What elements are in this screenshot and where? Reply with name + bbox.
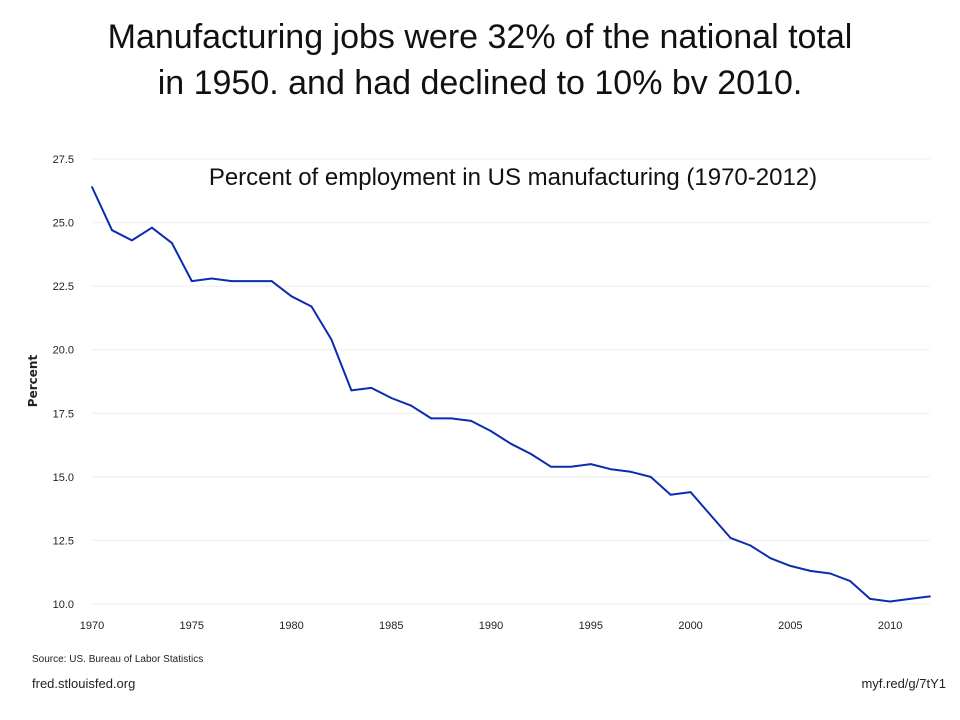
series-line [91, 186, 931, 603]
x-tick-label: 1990 [479, 620, 503, 632]
data-point [270, 280, 273, 282]
data-point [450, 417, 453, 420]
data-point [729, 536, 732, 539]
y-axis-ticks: 10.0 12.5 15.0 17.5 20.0 22.5 25.0 27.5 [53, 154, 74, 611]
data-point [789, 564, 792, 567]
data-point [629, 470, 632, 473]
data-point [290, 295, 293, 298]
chart-title: Percent of employment in US manufacturin… [209, 164, 817, 191]
data-point [809, 570, 812, 572]
gridlines [92, 158, 930, 605]
series-layer [91, 186, 931, 603]
data-point [490, 430, 492, 432]
data-point [829, 572, 832, 575]
data-point [569, 465, 572, 468]
x-tick-label: 1975 [180, 620, 204, 632]
data-point [330, 338, 333, 341]
data-point [91, 186, 93, 188]
y-tick-label: 17.5 [53, 408, 74, 420]
data-point [609, 468, 612, 471]
data-point [510, 442, 512, 445]
y-tick-label: 15.0 [53, 472, 74, 484]
short-link[interactable]: myf.red/g/7tY1 [861, 676, 946, 691]
slide-title-line-1: Manufacturing jobs were 32% of the natio… [107, 18, 853, 56]
y-tick-label: 12.5 [53, 535, 74, 547]
data-point [550, 465, 552, 468]
y-tick-label: 10.0 [53, 599, 74, 611]
x-tick-label: 2010 [878, 620, 902, 632]
data-point [310, 305, 313, 308]
data-point [649, 475, 652, 478]
site-link[interactable]: fred.stlouisfed.org [32, 676, 136, 691]
data-point [230, 280, 233, 282]
data-point [909, 598, 911, 600]
data-point [111, 229, 113, 232]
employment-line-chart: 10.012.515.017.520.022.525.027.5 1970 197… [26, 154, 931, 632]
data-point [769, 557, 772, 560]
data-point [669, 493, 672, 496]
slide-title: Manufacturing jobs were 32% of the natio… [40, 14, 920, 106]
x-tick-label: 2005 [778, 620, 802, 632]
x-tick-label: 2000 [678, 620, 702, 632]
slide-title-line-2: in 1950. and had declined to 10% bv 2010… [157, 64, 803, 102]
data-point [430, 417, 433, 420]
data-point [929, 595, 931, 598]
data-point [889, 600, 891, 603]
data-point [689, 491, 692, 494]
data-point [749, 544, 752, 547]
x-axis-ticks: 1970 1975 1980 1985 1990 1995 2000 2005 2010 [80, 620, 903, 632]
y-axis-label: Percent [26, 355, 40, 408]
x-tick-label: 1995 [579, 620, 603, 632]
data-point [530, 453, 532, 455]
data-point [709, 514, 712, 516]
data-point [410, 404, 413, 407]
x-tick-label: 1970 [80, 620, 104, 632]
y-tick-label: 25.0 [53, 218, 74, 230]
x-tick-label: 1985 [379, 620, 403, 632]
y-tick-label: 22.5 [53, 281, 74, 293]
data-point [370, 386, 373, 389]
data-point [589, 463, 592, 466]
data-point [131, 239, 133, 242]
source-note: Source: US. Bureau of Labor Statistics [32, 654, 204, 665]
data-point [150, 226, 153, 229]
data-point [170, 242, 173, 244]
data-point [869, 598, 872, 600]
data-point [390, 397, 393, 399]
x-tick-label: 1980 [279, 620, 303, 632]
data-point [470, 420, 472, 422]
y-tick-label: 27.5 [53, 154, 74, 166]
data-point [849, 580, 852, 583]
data-point [250, 280, 253, 282]
data-point [190, 280, 193, 282]
data-point [210, 277, 213, 280]
data-point [350, 389, 353, 392]
y-tick-label: 20.0 [53, 345, 74, 357]
